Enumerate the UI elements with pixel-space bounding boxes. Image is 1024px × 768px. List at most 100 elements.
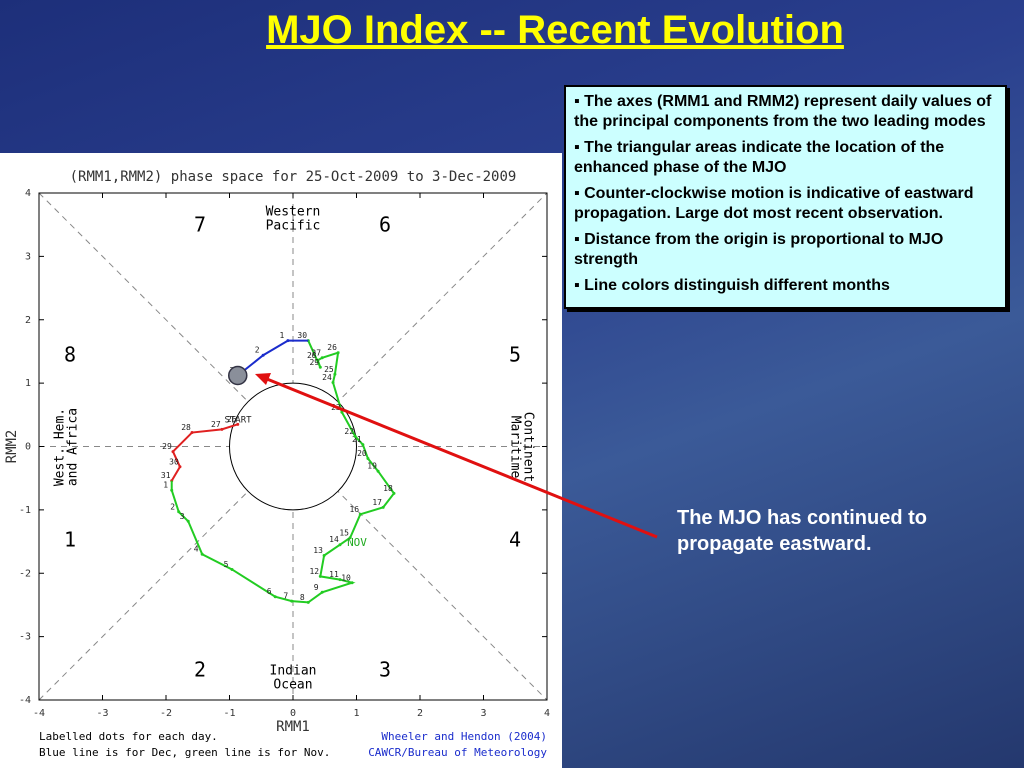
day-label: 14 [329, 535, 339, 544]
day-label: 22 [344, 427, 354, 436]
day-label: 21 [352, 435, 362, 444]
day-dot [366, 457, 370, 461]
series-line [170, 340, 396, 604]
x-tick-label: 2 [417, 708, 423, 719]
y-tick-label: -2 [19, 568, 31, 579]
day-label: 31 [161, 471, 171, 480]
day-label: 30 [169, 457, 179, 466]
day-dot [318, 365, 322, 369]
region-label: Indian [270, 664, 317, 679]
day-label: 8 [300, 593, 305, 602]
x-tick-label: 0 [290, 708, 296, 719]
y-axis-label: RMM2 [4, 430, 20, 464]
day-dot [290, 599, 294, 603]
day-dot [320, 356, 324, 360]
x-tick-label: -3 [96, 708, 108, 719]
day-dot [286, 339, 290, 343]
day-dot [348, 536, 352, 540]
day-label: 15 [339, 528, 349, 537]
region-label: Ocean [273, 678, 312, 693]
day-label: 27 [311, 348, 321, 357]
day-dot [376, 469, 380, 473]
series-line [170, 423, 239, 482]
phase-label: 7 [194, 213, 206, 237]
day-dot [336, 351, 340, 355]
phase-label: 3 [379, 658, 391, 682]
day-label: 18 [383, 484, 393, 493]
month-label: NOV [347, 536, 367, 549]
region-label: and Africa [66, 408, 81, 486]
day-dot [361, 443, 365, 447]
phase-label: 2 [194, 658, 206, 682]
bullet: Distance from the origin is proportional… [574, 230, 997, 270]
region-label: Continent [521, 412, 536, 482]
region-label: Pacific [266, 219, 321, 234]
day-dot [190, 431, 194, 435]
arrow-head [255, 373, 271, 385]
day-label: 27 [211, 420, 221, 429]
day-dot [338, 578, 342, 582]
y-tick-label: 1 [25, 378, 31, 389]
day-dot [220, 427, 224, 431]
footnote: Blue line is for Dec, green line is for … [39, 746, 330, 759]
day-dot [316, 358, 320, 362]
day-label: 12 [309, 567, 319, 576]
day-label: 25 [324, 365, 334, 374]
day-dot [318, 574, 322, 578]
day-dot [340, 410, 344, 414]
bullet-box: The axes (RMM1 and RMM2) represent daily… [564, 85, 1007, 309]
day-label: 1 [163, 481, 168, 490]
phase-label: 6 [379, 213, 391, 237]
day-label: 9 [314, 583, 319, 592]
bullet: Counter-clockwise motion is indicative o… [574, 184, 997, 224]
day-dot [333, 372, 337, 376]
day-dot [171, 450, 175, 454]
day-dot [331, 380, 335, 384]
x-tick-label: 4 [544, 708, 550, 719]
day-dot [350, 581, 354, 585]
footnote: Wheeler and Hendon (2004) [381, 730, 547, 743]
y-tick-label: -3 [19, 632, 31, 643]
day-label: 3 [180, 512, 185, 521]
day-label: 28 [181, 423, 191, 432]
bullet: The triangular areas indicate the locati… [574, 138, 997, 178]
unit-circle [229, 382, 357, 511]
day-label: 2 [170, 502, 175, 511]
phase-label: 1 [64, 528, 76, 552]
day-label: 20 [357, 449, 367, 458]
day-dot [178, 465, 182, 469]
day-dot [381, 505, 385, 509]
day-label: 16 [349, 505, 359, 514]
x-tick-label: -2 [160, 708, 172, 719]
day-dot [177, 510, 181, 514]
region-label: Western [266, 205, 321, 220]
day-label: 4 [194, 545, 199, 554]
y-tick-label: 0 [25, 442, 31, 453]
start-label: START [224, 416, 252, 426]
latest-dot [228, 365, 248, 386]
day-label: 24 [322, 373, 332, 382]
slide-title: MJO Index -- Recent Evolution [266, 8, 844, 52]
x-tick-label: 3 [480, 708, 486, 719]
y-tick-label: -1 [19, 505, 31, 516]
bullet: Line colors distinguish different months [574, 276, 997, 296]
region-label: West. Hem. [53, 408, 68, 486]
day-label: 26 [327, 343, 337, 352]
y-tick-label: 4 [25, 188, 31, 199]
y-tick-label: 2 [25, 315, 31, 326]
y-tick-label: 3 [25, 251, 31, 262]
x-axis-label: RMM1 [276, 719, 310, 735]
diagonal-guide [38, 192, 548, 701]
day-dot [273, 595, 277, 599]
day-label: 7 [283, 592, 288, 601]
day-dot [186, 519, 190, 523]
day-label: 1 [280, 331, 285, 340]
day-label: 19 [367, 462, 377, 471]
day-dot [358, 512, 362, 516]
day-label: 29 [309, 358, 319, 367]
day-label: 13 [313, 546, 323, 555]
day-dot [338, 543, 342, 547]
footnote: CAWCR/Bureau of Meteorology [368, 746, 547, 759]
phase-label: 8 [64, 343, 76, 367]
